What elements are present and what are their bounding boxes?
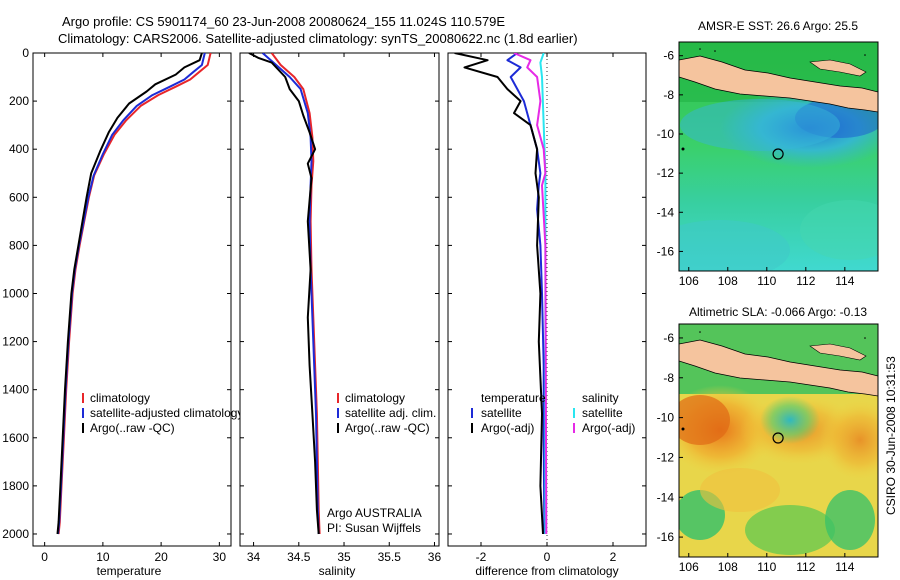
legend-label-temp-argo: Argo(-adj) [481,421,534,435]
legend-title-temperature: temperature [481,391,546,405]
x-tick-label: 35 [337,550,351,564]
x-tick-label: 30 [213,550,227,564]
y-tick-label: 1600 [2,431,29,445]
y-tick-label: 1400 [2,383,29,397]
map-x-tick-label: 112 [796,274,815,288]
pi-annotation: PI: Susan Wijffels [327,521,421,535]
legend-label-satellite-adjusted: satellite-adjusted climatology [90,406,243,420]
difference-legend: temperature satellite Argo(-adj) salinit… [471,391,635,435]
map-x-tick-label: 108 [718,560,738,574]
series-line-temperature-satellite [506,53,546,535]
legend-label-argo: Argo(..raw -QC) [90,421,175,435]
series-line-salinity-argo-adj [513,53,548,535]
map-y-tick-label: -8 [663,88,674,102]
legend-label-sal-argo-adj: Argo(-adj) [582,421,635,435]
sla-map-title: Altimetric SLA: -0.066 Argo: -0.13 [689,305,867,319]
argo-float-marker-sla [772,432,784,444]
sst-field [679,42,878,271]
temperature-panel: 0 10 20 30 0 200 400 600 800 1000 1200 1400 1600 1800… [2,46,243,578]
argo-program-annotation: Argo AUSTRALIA [327,506,422,520]
map-y-tick-label: -12 [657,166,675,180]
map-y-tick-label: -10 [657,411,675,425]
difference-xlabel: difference from climatology [475,564,618,578]
sla-map: Altimetric SLA: -0.066 Argo: -0.13 106 10… [657,305,879,574]
y-tick-label: 0 [22,46,29,60]
sla-map-frame [678,323,879,558]
salinity-axes-frame [239,52,440,547]
x-tick-label: 34 [247,550,261,564]
csiro-timestamp: CSIRO 30-Jun-2008 10:31:53 [884,356,898,515]
x-tick-label: 0 [544,550,551,564]
salinity-legend: climatology satellite adj. clim. Argo(..… [337,391,436,435]
map-y-tick-label: -14 [657,205,675,219]
legend-label-temp-satellite: satellite [481,406,522,420]
x-tick-label: 10 [96,550,110,564]
java-landmass-sla [679,339,878,397]
map-x-tick-label: 114 [835,274,854,288]
x-tick-label: 2 [610,550,617,564]
legend-label-climatology: climatology [90,391,150,405]
map-y-tick-label: -10 [657,127,675,141]
series-line-argo-raw-qc [56,53,203,535]
java-landmass [679,55,878,113]
madura-landmass-sla [809,343,867,361]
series-line-temperature-argo-adj [454,53,544,535]
figure-title-line2: Climatology: CARS2006. Satellite-adjuste… [58,31,578,46]
argo-float-marker [772,148,784,160]
difference-panel: -2 0 2 difference from climatology tempera… [447,52,647,578]
sla-field [679,324,878,557]
map-x-tick-label: 110 [757,560,776,574]
y-tick-label: 1200 [2,335,29,349]
sst-map-frame [678,41,879,272]
temperature-axes-frame [32,52,232,547]
map-x-tick-label: 106 [679,274,699,288]
sst-map: AMSR-E SST: 26.6 Argo: 25.5 106 108 110 112… [657,19,879,288]
y-tick-label: 400 [9,142,29,156]
legend-label-sal-satellite: satellite adj. clim. [345,406,436,420]
x-tick-label: 34.5 [287,550,311,564]
salinity-xlabel: salinity [319,564,356,578]
legend-title-salinity: salinity [582,391,619,405]
x-tick-label: -2 [476,550,487,564]
y-tick-label: 200 [9,94,29,108]
map-x-tick-label: 112 [796,560,815,574]
y-tick-label: 1800 [2,479,29,493]
y-tick-label: 1000 [2,286,29,300]
map-y-tick-label: -8 [663,371,674,385]
series-line-argo-raw-qc [248,53,320,535]
salinity-panel: 34 34.5 35 35.5 36 salinity climatology sate… [239,52,442,578]
y-tick-label: 600 [9,190,29,204]
y-tick-label: 800 [9,238,29,252]
sst-map-title: AMSR-E SST: 26.6 Argo: 25.5 [698,19,858,33]
x-tick-label: 36 [428,550,442,564]
map-y-tick-label: -6 [663,331,674,345]
map-y-tick-label: -14 [657,490,675,504]
legend-label-sal-sat: satellite [582,406,623,420]
x-tick-label: 35.5 [378,550,402,564]
map-y-tick-label: -12 [657,450,675,464]
map-x-tick-label: 114 [835,560,854,574]
map-x-tick-label: 106 [679,560,699,574]
map-y-tick-label: -6 [663,49,674,63]
map-y-tick-label: -16 [657,244,675,258]
legend-label-sal-climatology: climatology [345,391,405,405]
map-x-tick-label: 110 [757,274,776,288]
temperature-xlabel: temperature [97,564,162,578]
map-y-tick-label: -16 [657,530,675,544]
figure-title-line1: Argo profile: CS 5901174_60 23-Jun-2008 … [62,14,505,29]
temperature-legend: climatology satellite-adjusted climatolo… [82,391,243,435]
x-tick-label: 0 [41,550,48,564]
legend-label-sal-argo: Argo(..raw -QC) [345,421,430,435]
map-x-tick-label: 108 [718,274,738,288]
x-tick-label: 20 [154,550,168,564]
y-tick-label: 2000 [2,527,29,541]
madura-landmass [809,59,867,77]
